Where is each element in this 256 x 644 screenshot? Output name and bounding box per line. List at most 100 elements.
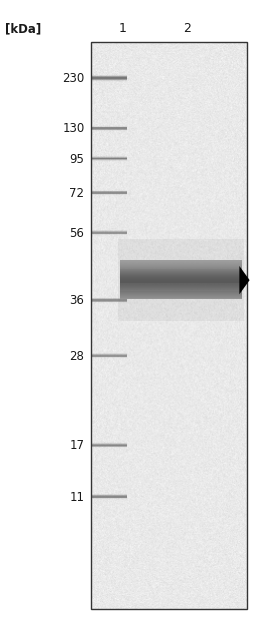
Bar — [120, 290, 242, 292]
Bar — [92, 442, 127, 444]
Bar — [120, 278, 242, 279]
Bar — [92, 297, 127, 298]
Bar — [92, 447, 127, 448]
Bar — [92, 126, 127, 127]
Bar — [92, 160, 127, 161]
Bar — [92, 353, 127, 354]
Bar — [92, 79, 127, 80]
Bar — [120, 284, 242, 285]
Bar — [92, 79, 127, 80]
Bar — [92, 192, 127, 193]
Bar — [92, 80, 127, 82]
Bar — [120, 288, 242, 289]
Bar — [92, 444, 127, 446]
Bar — [92, 130, 127, 131]
Bar — [92, 130, 127, 131]
Bar — [92, 156, 127, 157]
Bar — [92, 497, 127, 498]
Bar — [92, 356, 127, 357]
Bar — [92, 127, 127, 128]
Bar — [92, 194, 127, 195]
Bar — [92, 299, 127, 301]
Bar — [92, 442, 127, 443]
Bar — [120, 263, 242, 264]
Bar — [92, 77, 127, 78]
Text: 72: 72 — [69, 187, 84, 200]
Bar — [92, 192, 127, 193]
Bar — [92, 194, 127, 195]
Bar — [92, 234, 127, 236]
Bar — [92, 157, 127, 158]
Text: 1: 1 — [119, 23, 127, 35]
Bar — [120, 287, 242, 289]
Bar — [92, 355, 127, 356]
Bar — [92, 230, 127, 231]
Bar — [92, 354, 127, 355]
Bar — [92, 78, 127, 79]
Bar — [91, 42, 247, 609]
Bar — [92, 80, 127, 81]
Bar — [120, 290, 242, 291]
Bar — [92, 298, 127, 299]
Bar — [120, 285, 242, 287]
Bar — [120, 296, 242, 298]
Bar — [92, 128, 127, 129]
Bar — [92, 299, 127, 300]
Bar — [92, 300, 127, 301]
Text: [kDa]: [kDa] — [5, 23, 41, 35]
Bar — [92, 75, 127, 76]
Bar — [92, 356, 127, 357]
Bar — [92, 159, 127, 160]
Bar — [120, 280, 242, 281]
Text: 17: 17 — [69, 439, 84, 452]
Bar — [92, 156, 127, 157]
Text: 11: 11 — [69, 491, 84, 504]
Bar — [92, 158, 127, 160]
Bar — [120, 265, 242, 267]
Bar — [92, 229, 127, 230]
Bar — [92, 74, 127, 75]
Bar — [92, 159, 127, 160]
Bar — [120, 269, 242, 270]
Bar — [92, 129, 127, 130]
Bar — [92, 129, 127, 131]
Bar — [120, 262, 242, 263]
Bar — [118, 239, 244, 321]
Bar — [92, 190, 127, 191]
Bar — [92, 495, 127, 497]
Bar — [120, 281, 242, 283]
Bar — [120, 296, 242, 297]
Text: 28: 28 — [70, 350, 84, 363]
Bar — [120, 267, 242, 268]
Bar — [92, 444, 127, 445]
Bar — [92, 442, 127, 443]
Bar — [92, 128, 127, 129]
Text: 130: 130 — [62, 122, 84, 135]
Bar — [92, 81, 127, 82]
Bar — [92, 497, 127, 498]
Bar — [92, 493, 127, 495]
Bar — [92, 156, 127, 158]
Bar — [120, 270, 242, 272]
Bar — [92, 189, 127, 191]
Bar — [92, 496, 127, 497]
Bar — [92, 302, 127, 303]
Bar — [92, 354, 127, 355]
Bar — [92, 495, 127, 496]
Bar — [120, 271, 242, 273]
Bar — [92, 301, 127, 303]
Bar — [92, 445, 127, 446]
Bar — [92, 234, 127, 235]
Bar — [92, 230, 127, 231]
Bar — [120, 275, 242, 277]
Bar — [92, 193, 127, 194]
Bar — [120, 261, 242, 262]
Text: 36: 36 — [70, 294, 84, 307]
Bar — [92, 444, 127, 445]
Text: 56: 56 — [70, 227, 84, 240]
Bar — [120, 267, 242, 269]
Bar — [92, 498, 127, 499]
Bar — [92, 441, 127, 442]
Bar — [92, 232, 127, 233]
Bar — [92, 232, 127, 234]
